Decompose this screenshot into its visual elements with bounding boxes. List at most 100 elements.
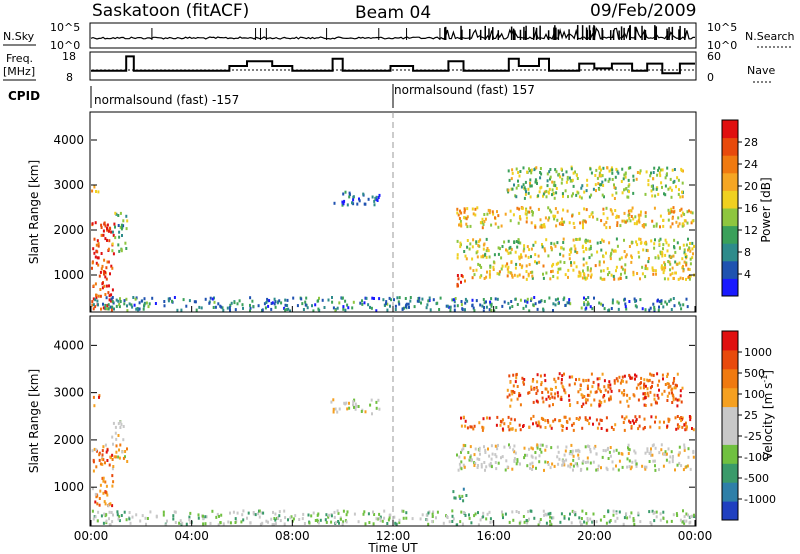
- velocity-cell: [576, 449, 579, 453]
- velocity-cell: [605, 428, 608, 432]
- velocity-cell: [666, 372, 669, 376]
- velocity-cell: [542, 509, 545, 513]
- velocity-cell: [504, 468, 507, 472]
- power-cell: [569, 179, 572, 183]
- power-cell: [606, 166, 609, 170]
- noise-panel-frame: [89, 22, 697, 49]
- velocity-cell: [514, 380, 517, 384]
- velocity-cell: [688, 415, 691, 418]
- power-cell: [522, 306, 525, 310]
- velocity-cell: [607, 509, 610, 513]
- freq-left-tick-bottom: 8: [66, 71, 73, 84]
- power-cbar-tick-label: 28: [744, 136, 758, 149]
- velocity-cell: [577, 418, 580, 421]
- power-cell: [119, 300, 122, 303]
- velocity-cell: [510, 417, 513, 421]
- power-cell: [513, 240, 516, 244]
- velocity-cell: [370, 398, 373, 402]
- velocity-cell: [560, 395, 563, 399]
- velocity-cell: [342, 520, 345, 524]
- velocity-cell: [294, 514, 297, 518]
- velocity-cell: [378, 512, 381, 516]
- velocity-cell: [126, 460, 129, 463]
- velocity-cell: [544, 448, 547, 452]
- velocity-cell: [505, 459, 508, 463]
- power-cell: [472, 306, 475, 310]
- velocity-cell: [528, 447, 530, 451]
- power-cell: [546, 172, 549, 176]
- velocity-cell: [631, 460, 634, 464]
- velocity-cell: [460, 510, 463, 514]
- velocity-cell: [689, 515, 692, 519]
- velocity-cell: [490, 465, 493, 469]
- velocity-cell: [551, 395, 554, 399]
- power-cell: [670, 188, 673, 192]
- power-cell: [252, 305, 255, 309]
- power-cell: [537, 207, 540, 211]
- power-cell: [590, 171, 593, 175]
- power-cell: [542, 276, 545, 280]
- power-cell: [644, 308, 647, 312]
- power-cell: [662, 247, 664, 251]
- power-cell: [94, 282, 97, 286]
- power-cell: [605, 206, 608, 210]
- power-cell: [97, 244, 100, 248]
- power-cell: [92, 303, 95, 307]
- velocity-cell: [680, 400, 683, 404]
- power-cell: [664, 238, 667, 242]
- power-cell: [676, 241, 679, 245]
- velocity-cell: [535, 466, 537, 470]
- power-cell: [651, 266, 654, 270]
- velocity-cell: [638, 415, 641, 419]
- power-cell: [621, 219, 624, 223]
- power-cell: [497, 252, 500, 256]
- velocity-cell: [557, 394, 560, 398]
- velocity-cell: [614, 423, 617, 427]
- velocity-cell: [648, 460, 651, 463]
- power-cell: [570, 247, 573, 251]
- velocity-cell: [452, 517, 455, 521]
- power-cell: [105, 266, 108, 270]
- velocity-cell: [561, 374, 564, 378]
- power-cell: [661, 168, 664, 172]
- power-cell: [449, 305, 452, 309]
- power-cell: [418, 299, 421, 303]
- power-cell: [393, 298, 395, 302]
- power-cell: [669, 225, 672, 229]
- velocity-cell: [646, 447, 649, 451]
- power-cell: [362, 192, 365, 196]
- velocity-cell: [105, 519, 108, 523]
- velocity-cell: [685, 427, 688, 431]
- velocity-cell: [678, 461, 681, 465]
- power-cell: [600, 173, 603, 177]
- power-cell: [580, 186, 583, 190]
- velocity-cell: [644, 384, 647, 388]
- power-cell: [305, 296, 308, 300]
- velocity-cell: [556, 391, 559, 395]
- power-cell: [630, 215, 633, 218]
- power-cell: [686, 210, 689, 214]
- velocity-cell: [659, 512, 662, 516]
- power-cell: [113, 307, 115, 311]
- power-cell: [516, 206, 519, 210]
- power-cell: [581, 244, 584, 248]
- velocity-cell: [469, 425, 472, 429]
- velocity-cell: [592, 519, 595, 523]
- power-cell: [644, 223, 647, 227]
- power-cell: [110, 264, 113, 268]
- power-cell: [371, 296, 374, 300]
- power-cell: [511, 168, 514, 172]
- velocity-cell: [668, 418, 671, 422]
- power-cell: [284, 298, 287, 302]
- velocity-cell: [685, 519, 688, 523]
- velocity-cell: [485, 465, 488, 469]
- velocity-cell: [568, 383, 571, 387]
- velocity-cell: [386, 522, 389, 525]
- power-cell: [463, 250, 466, 253]
- velocity-cell: [651, 509, 654, 513]
- power-cell: [519, 263, 521, 267]
- velocity-cell: [671, 457, 674, 461]
- velocity-cell: [513, 459, 516, 463]
- power-cell: [653, 246, 656, 250]
- power-cell: [625, 187, 628, 190]
